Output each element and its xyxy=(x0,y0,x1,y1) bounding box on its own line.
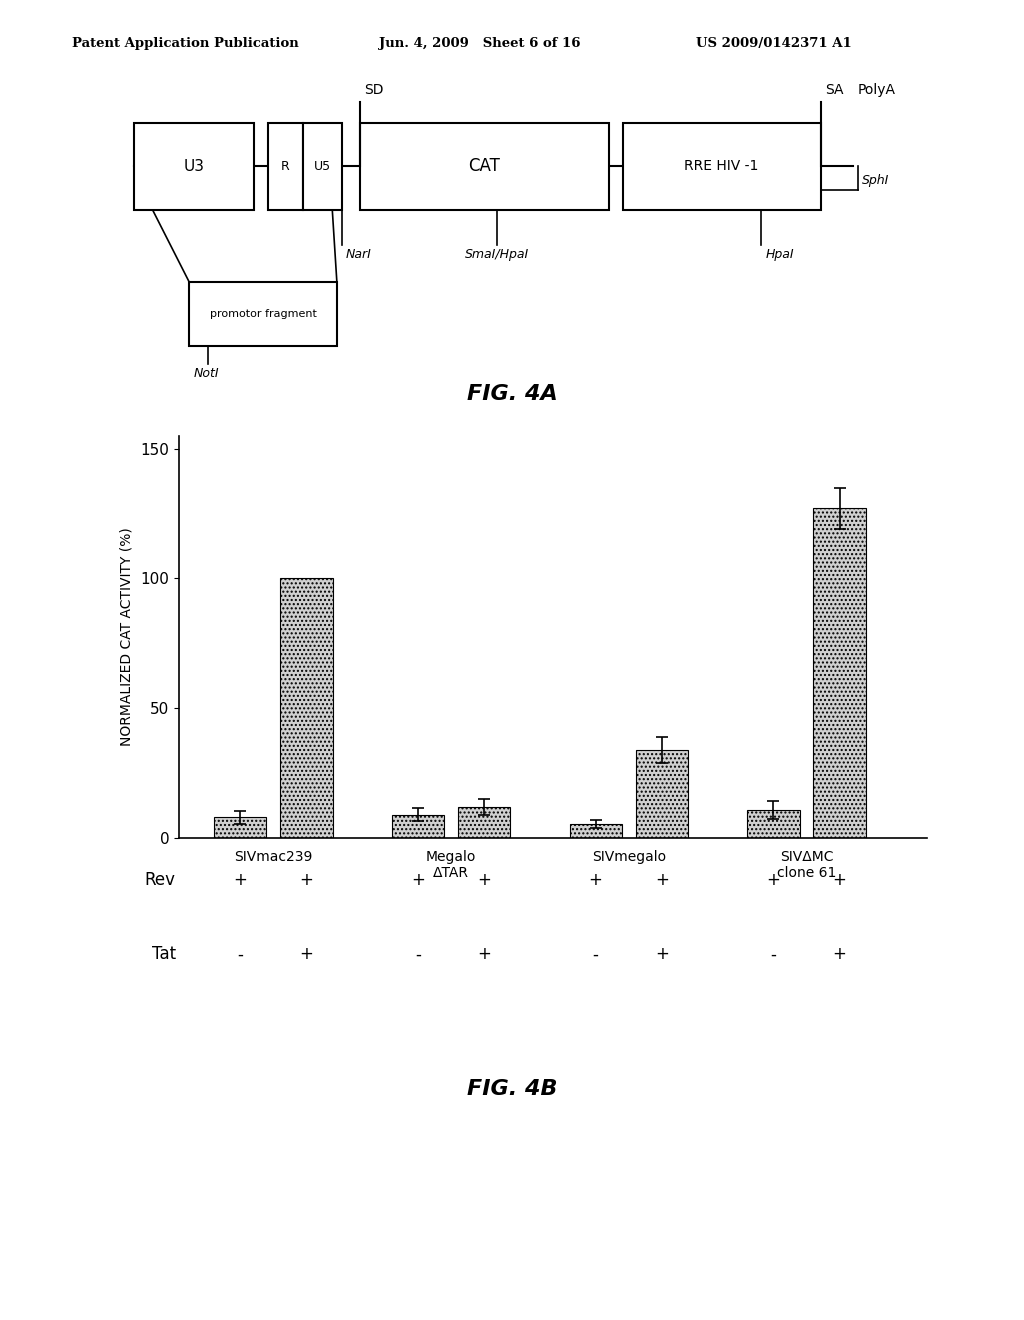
Text: +: + xyxy=(833,871,847,890)
Text: SmaI/HpaI: SmaI/HpaI xyxy=(465,248,529,260)
Bar xyxy=(303,123,342,210)
Bar xyxy=(636,750,688,838)
Text: PolyA: PolyA xyxy=(858,83,896,96)
Text: SD: SD xyxy=(365,83,384,96)
Text: Jun. 4, 2009   Sheet 6 of 16: Jun. 4, 2009 Sheet 6 of 16 xyxy=(379,37,581,50)
Text: +: + xyxy=(233,871,247,890)
Text: -: - xyxy=(593,945,599,964)
Bar xyxy=(134,123,254,210)
Text: +: + xyxy=(477,945,492,964)
Text: +: + xyxy=(655,945,669,964)
Bar xyxy=(281,578,333,838)
Text: SA: SA xyxy=(825,83,844,96)
Text: US 2009/0142371 A1: US 2009/0142371 A1 xyxy=(696,37,852,50)
Text: U3: U3 xyxy=(183,158,205,174)
Y-axis label: NORMALIZED CAT ACTIVITY (%): NORMALIZED CAT ACTIVITY (%) xyxy=(120,528,134,746)
Bar xyxy=(748,809,800,838)
Text: RRE HIV -1: RRE HIV -1 xyxy=(684,160,759,173)
Bar xyxy=(458,807,510,838)
Text: CAT: CAT xyxy=(468,157,501,176)
Bar xyxy=(623,123,821,210)
Bar xyxy=(813,508,865,838)
Text: +: + xyxy=(299,871,313,890)
Text: promotor fragment: promotor fragment xyxy=(210,309,316,319)
Bar xyxy=(189,282,337,346)
Text: R: R xyxy=(281,160,290,173)
Text: SphI: SphI xyxy=(862,174,890,187)
Text: +: + xyxy=(833,945,847,964)
Text: U5: U5 xyxy=(313,160,331,173)
Text: +: + xyxy=(477,871,492,890)
Text: FIG. 4B: FIG. 4B xyxy=(467,1078,557,1100)
Bar xyxy=(569,824,622,838)
Text: +: + xyxy=(655,871,669,890)
Text: +: + xyxy=(589,871,602,890)
Text: NarI: NarI xyxy=(346,248,372,260)
Text: +: + xyxy=(299,945,313,964)
Text: FIG. 4A: FIG. 4A xyxy=(467,384,557,404)
Text: Rev: Rev xyxy=(144,871,176,890)
Text: HpaI: HpaI xyxy=(766,248,795,260)
Text: +: + xyxy=(766,871,780,890)
Text: -: - xyxy=(238,945,243,964)
Text: -: - xyxy=(415,945,421,964)
Text: Tat: Tat xyxy=(152,945,176,964)
Text: Patent Application Publication: Patent Application Publication xyxy=(72,37,298,50)
Text: -: - xyxy=(770,945,776,964)
Text: NotI: NotI xyxy=(195,367,220,380)
Text: +: + xyxy=(411,871,425,890)
Bar xyxy=(268,123,303,210)
Bar xyxy=(392,814,444,838)
Bar xyxy=(214,817,266,838)
Bar xyxy=(360,123,608,210)
